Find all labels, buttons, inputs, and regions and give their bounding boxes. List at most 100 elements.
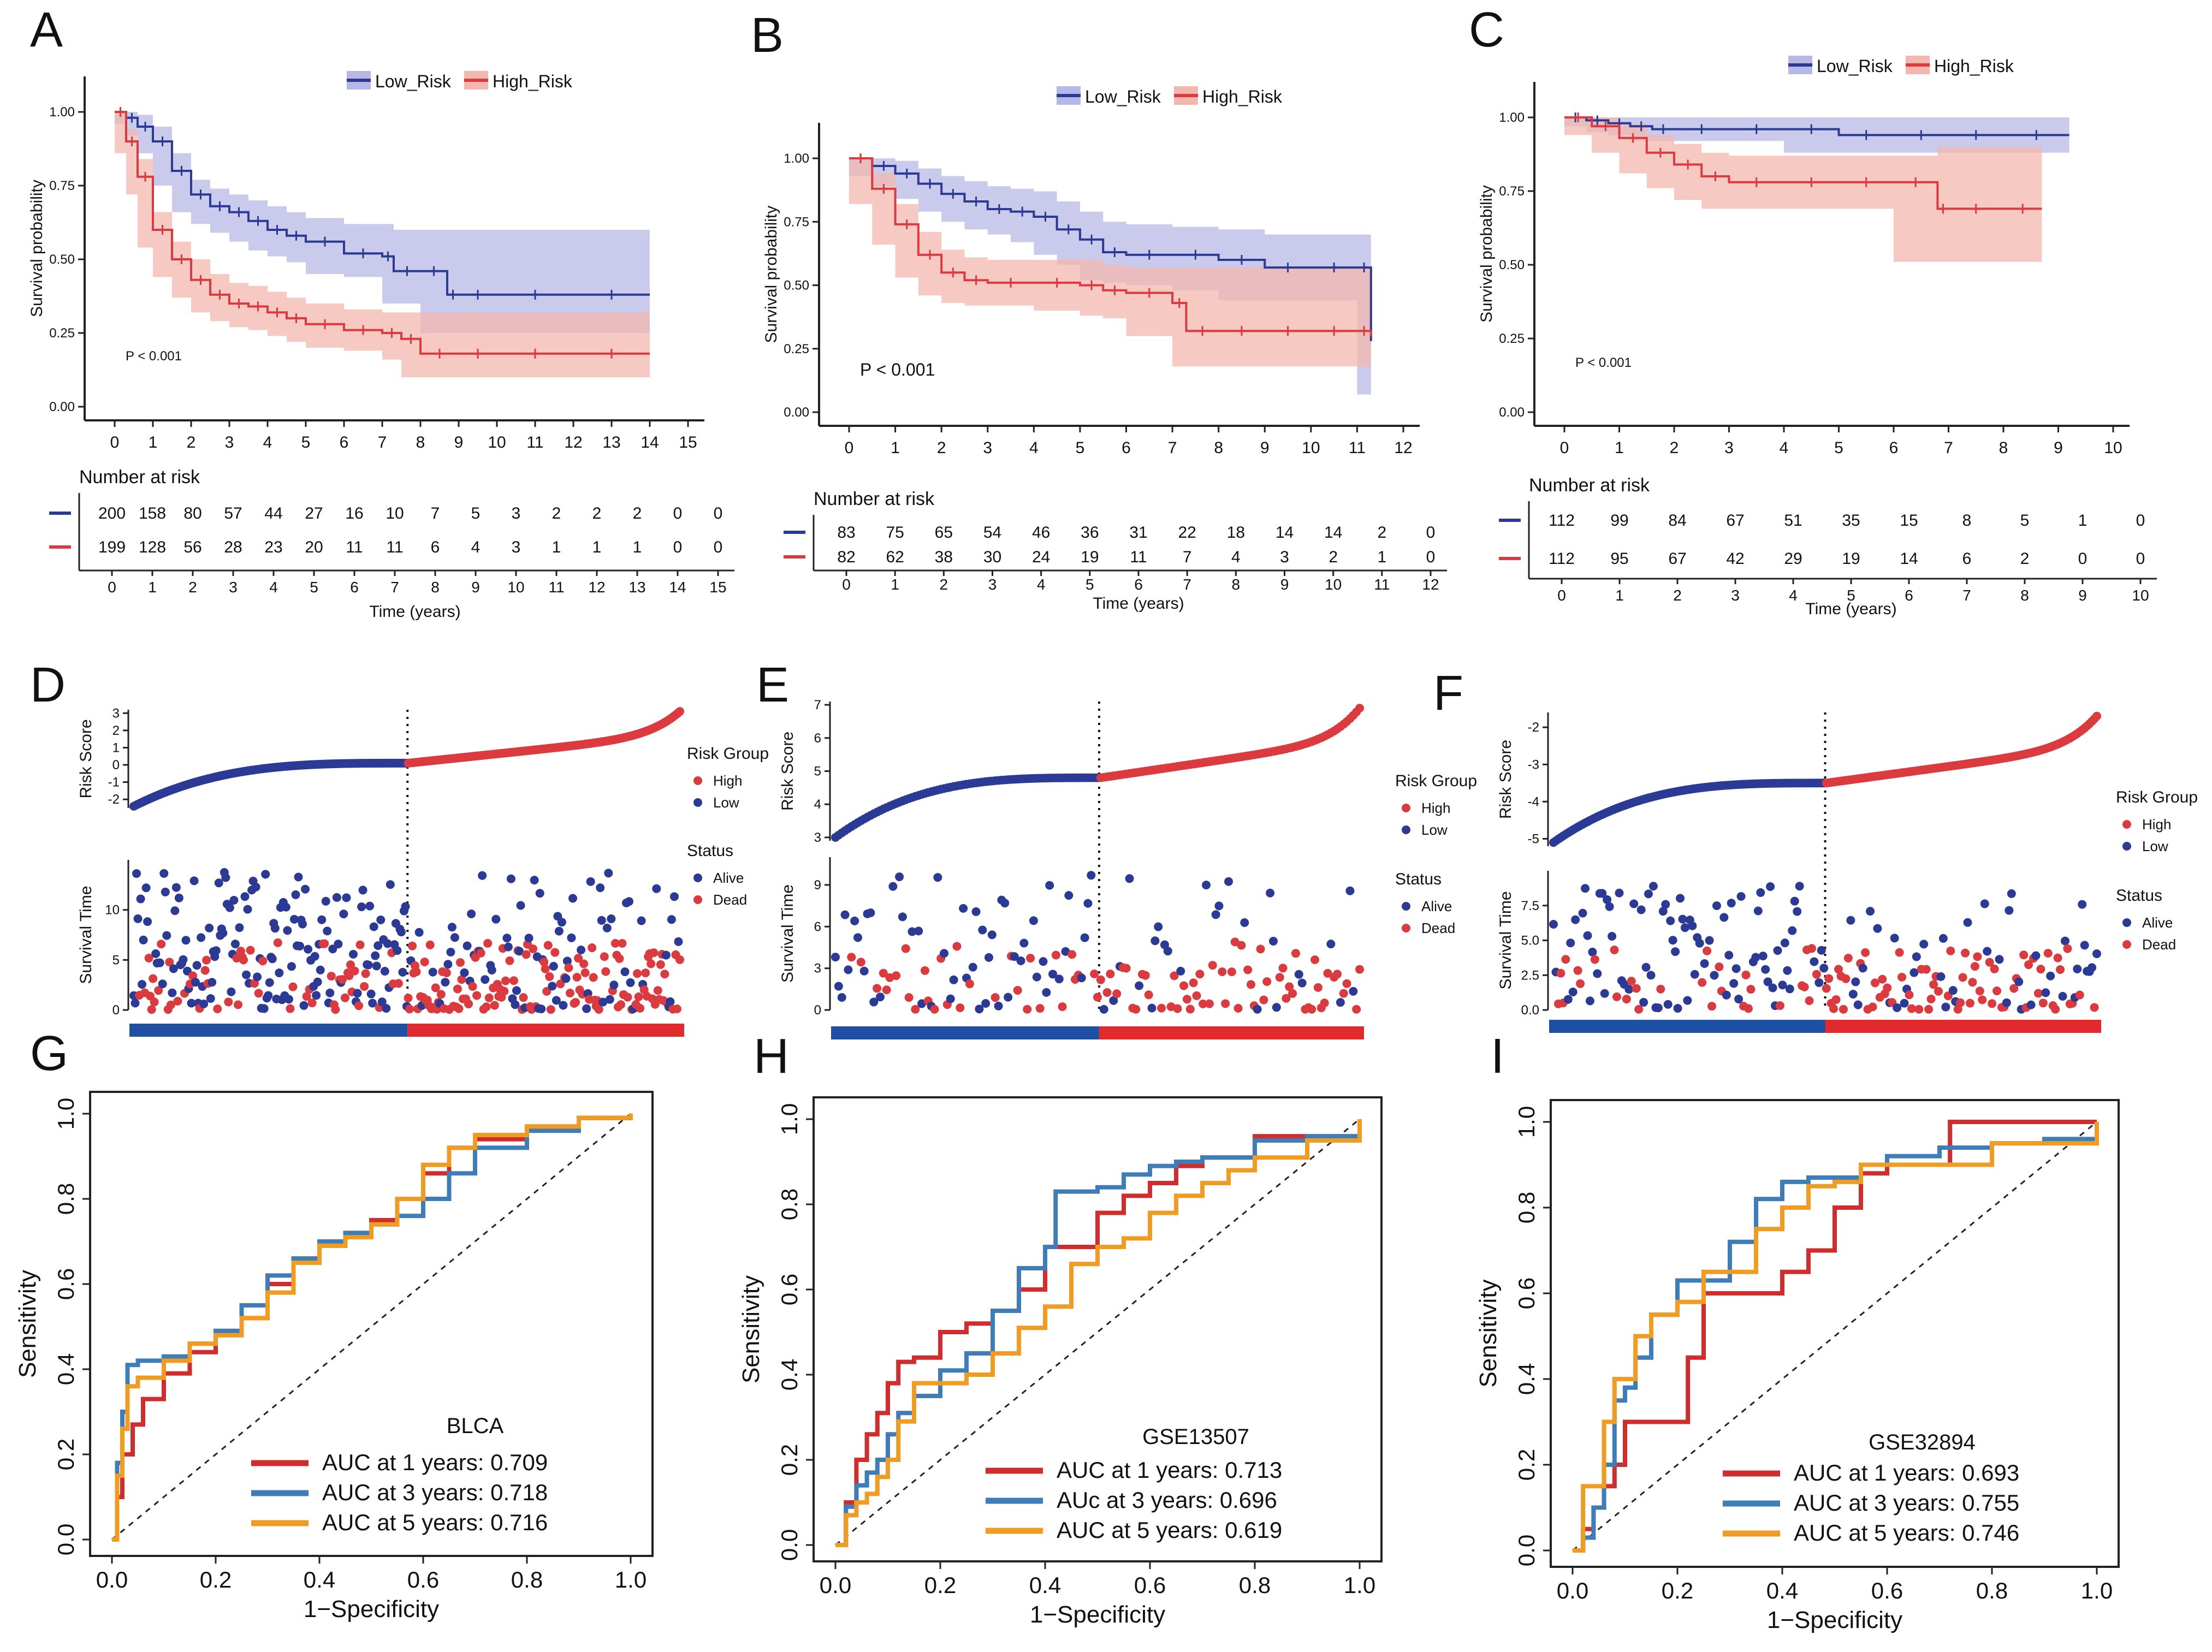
- x-tick-label: 2: [1670, 439, 1679, 457]
- risk-count-high: 24: [1032, 548, 1050, 566]
- survival-time-point: [1013, 985, 1022, 995]
- risk-count-low: 158: [139, 504, 166, 522]
- survival-time-point: [1333, 970, 1342, 979]
- survival-time-point: [652, 884, 661, 893]
- survival-time-point: [162, 931, 171, 940]
- risk-table-tick-label: 10: [2132, 587, 2149, 604]
- survival-time-point: [482, 1002, 491, 1012]
- survival-time-point: [325, 988, 335, 997]
- risk-table-tick-label: 1: [148, 579, 157, 596]
- survival-time-point: [537, 1005, 546, 1014]
- y-tick-label: 0.0: [53, 1524, 79, 1555]
- survival-time-point: [1822, 984, 1831, 993]
- survival-time-point: [393, 946, 402, 955]
- y-axis-label: Sensitivity: [738, 1275, 764, 1383]
- survival-time-point: [1775, 1001, 1784, 1011]
- y-tick-label: 0.75: [784, 215, 809, 229]
- survival-time-point: [1870, 978, 1879, 988]
- survival-time-point: [224, 997, 233, 1007]
- risk-count-low: 2: [1377, 524, 1386, 542]
- survival-time-point: [557, 918, 566, 927]
- risk-count-low: 14: [1276, 524, 1294, 542]
- survival-time-point: [1208, 961, 1217, 970]
- survival-time-point: [264, 991, 273, 1000]
- risk-group-bar-high: [1099, 1026, 1364, 1039]
- survival-time-point: [1218, 967, 1227, 977]
- survival-time-point: [1746, 985, 1756, 994]
- survival-time-point: [207, 978, 217, 987]
- risk-count-high: 14: [1900, 550, 1918, 568]
- score-axis-label: Risk Score: [1497, 740, 1515, 819]
- survival-time-point: [364, 960, 373, 970]
- survival-time-point: [1948, 986, 1958, 995]
- legend-label-1yr: AUC at 1 years: 0.693: [1794, 1460, 2019, 1485]
- survival-time-point: [1221, 999, 1230, 1008]
- survival-time-point: [239, 955, 248, 965]
- survival-time-point: [401, 902, 410, 911]
- survival-time-point: [1731, 964, 1741, 973]
- survival-time-point: [971, 907, 981, 916]
- survival-time-point: [323, 926, 332, 936]
- survival-time-point: [1783, 966, 1792, 975]
- survival-time-point: [294, 872, 303, 882]
- survival-time-point: [1843, 953, 1853, 962]
- survival-time-point: [978, 925, 987, 935]
- survival-time-point: [933, 873, 942, 882]
- x-tick-label: 4: [1029, 439, 1039, 457]
- x-tick-label: 7: [1168, 439, 1177, 457]
- survival-time-point: [187, 999, 196, 1008]
- survival-time-point: [157, 940, 166, 949]
- survival-time-point: [317, 915, 327, 924]
- legend-label-1yr: AUC at 1 years: 0.713: [1057, 1457, 1282, 1483]
- survival-time-point: [991, 993, 1000, 1002]
- survival-time-point: [1615, 888, 1624, 898]
- y-tick-label: 0.6: [53, 1268, 79, 1300]
- survival-time-point: [506, 874, 515, 883]
- survival-time-point: [667, 915, 676, 924]
- survival-time-point: [192, 961, 201, 970]
- x-axis-label: Time (years): [1093, 595, 1184, 613]
- legend-title-status: Status: [2116, 887, 2162, 905]
- survival-time-point: [298, 919, 307, 929]
- survival-time-point: [1099, 1005, 1108, 1014]
- risk-count-high: 19: [1842, 550, 1860, 568]
- survival-time-point: [1233, 1003, 1243, 1013]
- survival-time-point: [853, 933, 862, 942]
- survival-time-point: [1751, 953, 1760, 962]
- survival-time-point: [656, 960, 665, 969]
- survival-time-point: [1768, 983, 1777, 993]
- legend-label-3yr: AUC at 3 years: 0.718: [322, 1479, 548, 1505]
- y-tick-label: 0.6: [776, 1274, 802, 1305]
- survival-time-point: [1320, 999, 1329, 1008]
- legend-dot-dead: [2122, 940, 2131, 949]
- survival-time-point: [1000, 899, 1010, 908]
- survival-time-point: [898, 912, 907, 922]
- p-value-label: P < 0.001: [860, 360, 935, 379]
- survival-time-point: [1710, 971, 1719, 980]
- ci-band-low-risk: [115, 112, 650, 333]
- survival-time-point: [2078, 900, 2087, 909]
- survival-time-point: [350, 966, 359, 976]
- survival-time-point: [1688, 921, 1697, 930]
- survival-time-point: [869, 997, 879, 1007]
- panel-label-c: C: [1469, 3, 1504, 57]
- survival-time-point: [2073, 964, 2082, 973]
- survival-time-point: [515, 947, 524, 956]
- risk-count-low: 5: [2020, 512, 2030, 530]
- survival-time-point: [1661, 900, 1670, 909]
- x-tick-label: 0.4: [304, 1567, 335, 1592]
- survival-time-point: [265, 978, 274, 987]
- survival-time-point: [1985, 958, 1994, 967]
- survival-time-point: [457, 975, 466, 984]
- survival-time-point: [1700, 959, 1709, 968]
- x-tick-label: 10: [488, 433, 506, 451]
- survival-time-point: [1907, 1004, 1916, 1013]
- survival-time-point: [1556, 968, 1565, 978]
- risk-count-high: 1: [1377, 548, 1386, 566]
- survival-time-point: [1900, 999, 1909, 1008]
- survival-time-point: [355, 940, 365, 949]
- survival-time-point: [1965, 999, 1974, 1008]
- panel-label-g: G: [30, 1026, 68, 1081]
- risk-count-low: 2: [552, 504, 561, 522]
- survival-time-point: [1924, 1005, 1934, 1014]
